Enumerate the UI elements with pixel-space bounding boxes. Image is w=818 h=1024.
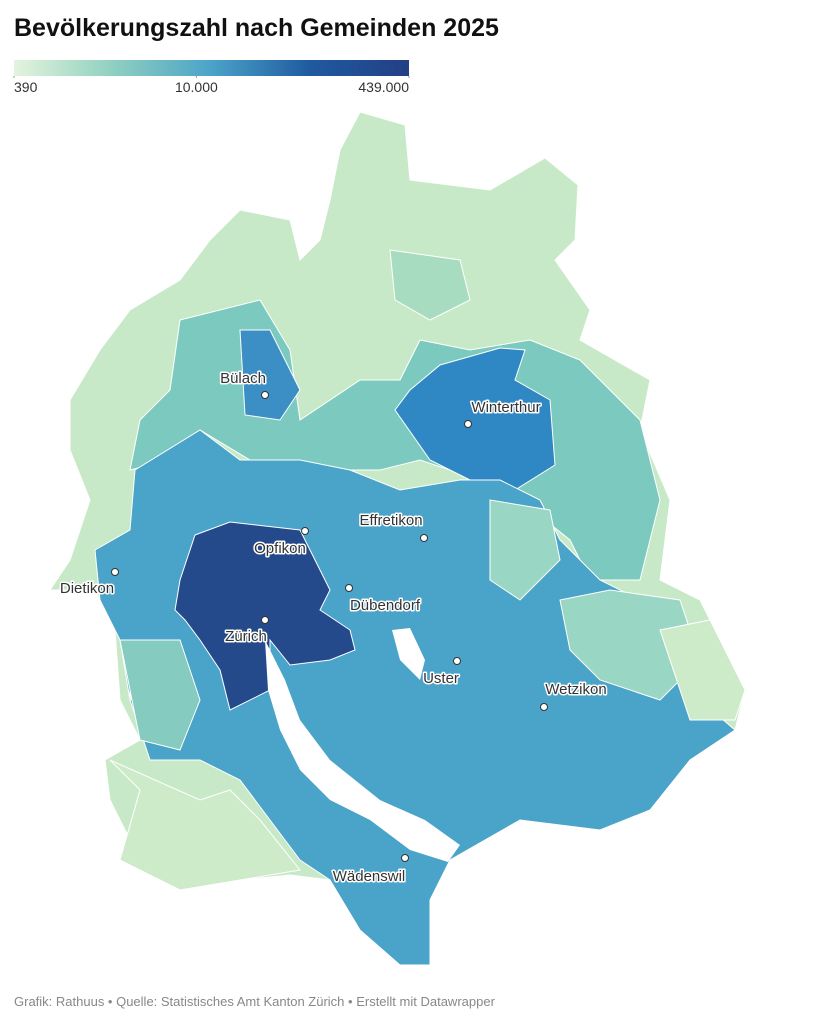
legend: 390 10.000 439.000 xyxy=(13,60,410,95)
map: 390 10.000 439.000 Bülach Winterthur Effreti… xyxy=(13,60,746,966)
place-label: Dietikon xyxy=(60,580,114,597)
title: Bevölkerungszahl nach Gemeinden 2025 xyxy=(14,14,499,42)
place-label: Winterthur xyxy=(471,399,540,416)
place-label: Effretikon xyxy=(359,512,422,529)
place-dot xyxy=(301,527,309,535)
place-dot xyxy=(453,657,461,665)
legend-label: 439.000 xyxy=(358,79,409,95)
place-dot xyxy=(540,703,548,711)
place-dot xyxy=(464,420,472,428)
place-label: Dübendorf xyxy=(350,597,421,614)
place-dot xyxy=(111,568,119,576)
legend-bar xyxy=(14,60,409,76)
place-dot xyxy=(261,616,269,624)
region xyxy=(239,329,301,421)
legend-label: 390 xyxy=(14,79,38,95)
region xyxy=(389,249,471,321)
place-label: Bülach xyxy=(220,370,266,387)
place-label: Uster xyxy=(423,670,459,687)
place-label: Zürich xyxy=(225,628,267,645)
place-dot xyxy=(420,534,428,542)
region xyxy=(394,347,556,491)
legend-label: 10.000 xyxy=(175,79,218,95)
place-label: Wädenswil xyxy=(333,868,406,885)
place-dot xyxy=(345,584,353,592)
municipalities xyxy=(49,111,746,966)
place-dot xyxy=(261,391,269,399)
place-label: Wetzikon xyxy=(545,681,606,698)
lake xyxy=(265,628,460,862)
footer: Grafik: Rathuus • Quelle: Statistisches … xyxy=(14,994,495,1009)
region xyxy=(119,639,201,751)
place-dot xyxy=(401,854,409,862)
places: Bülach Winterthur Effretikon Opfikon Dietiko… xyxy=(58,369,608,887)
place-label: Opfikon xyxy=(254,540,306,557)
